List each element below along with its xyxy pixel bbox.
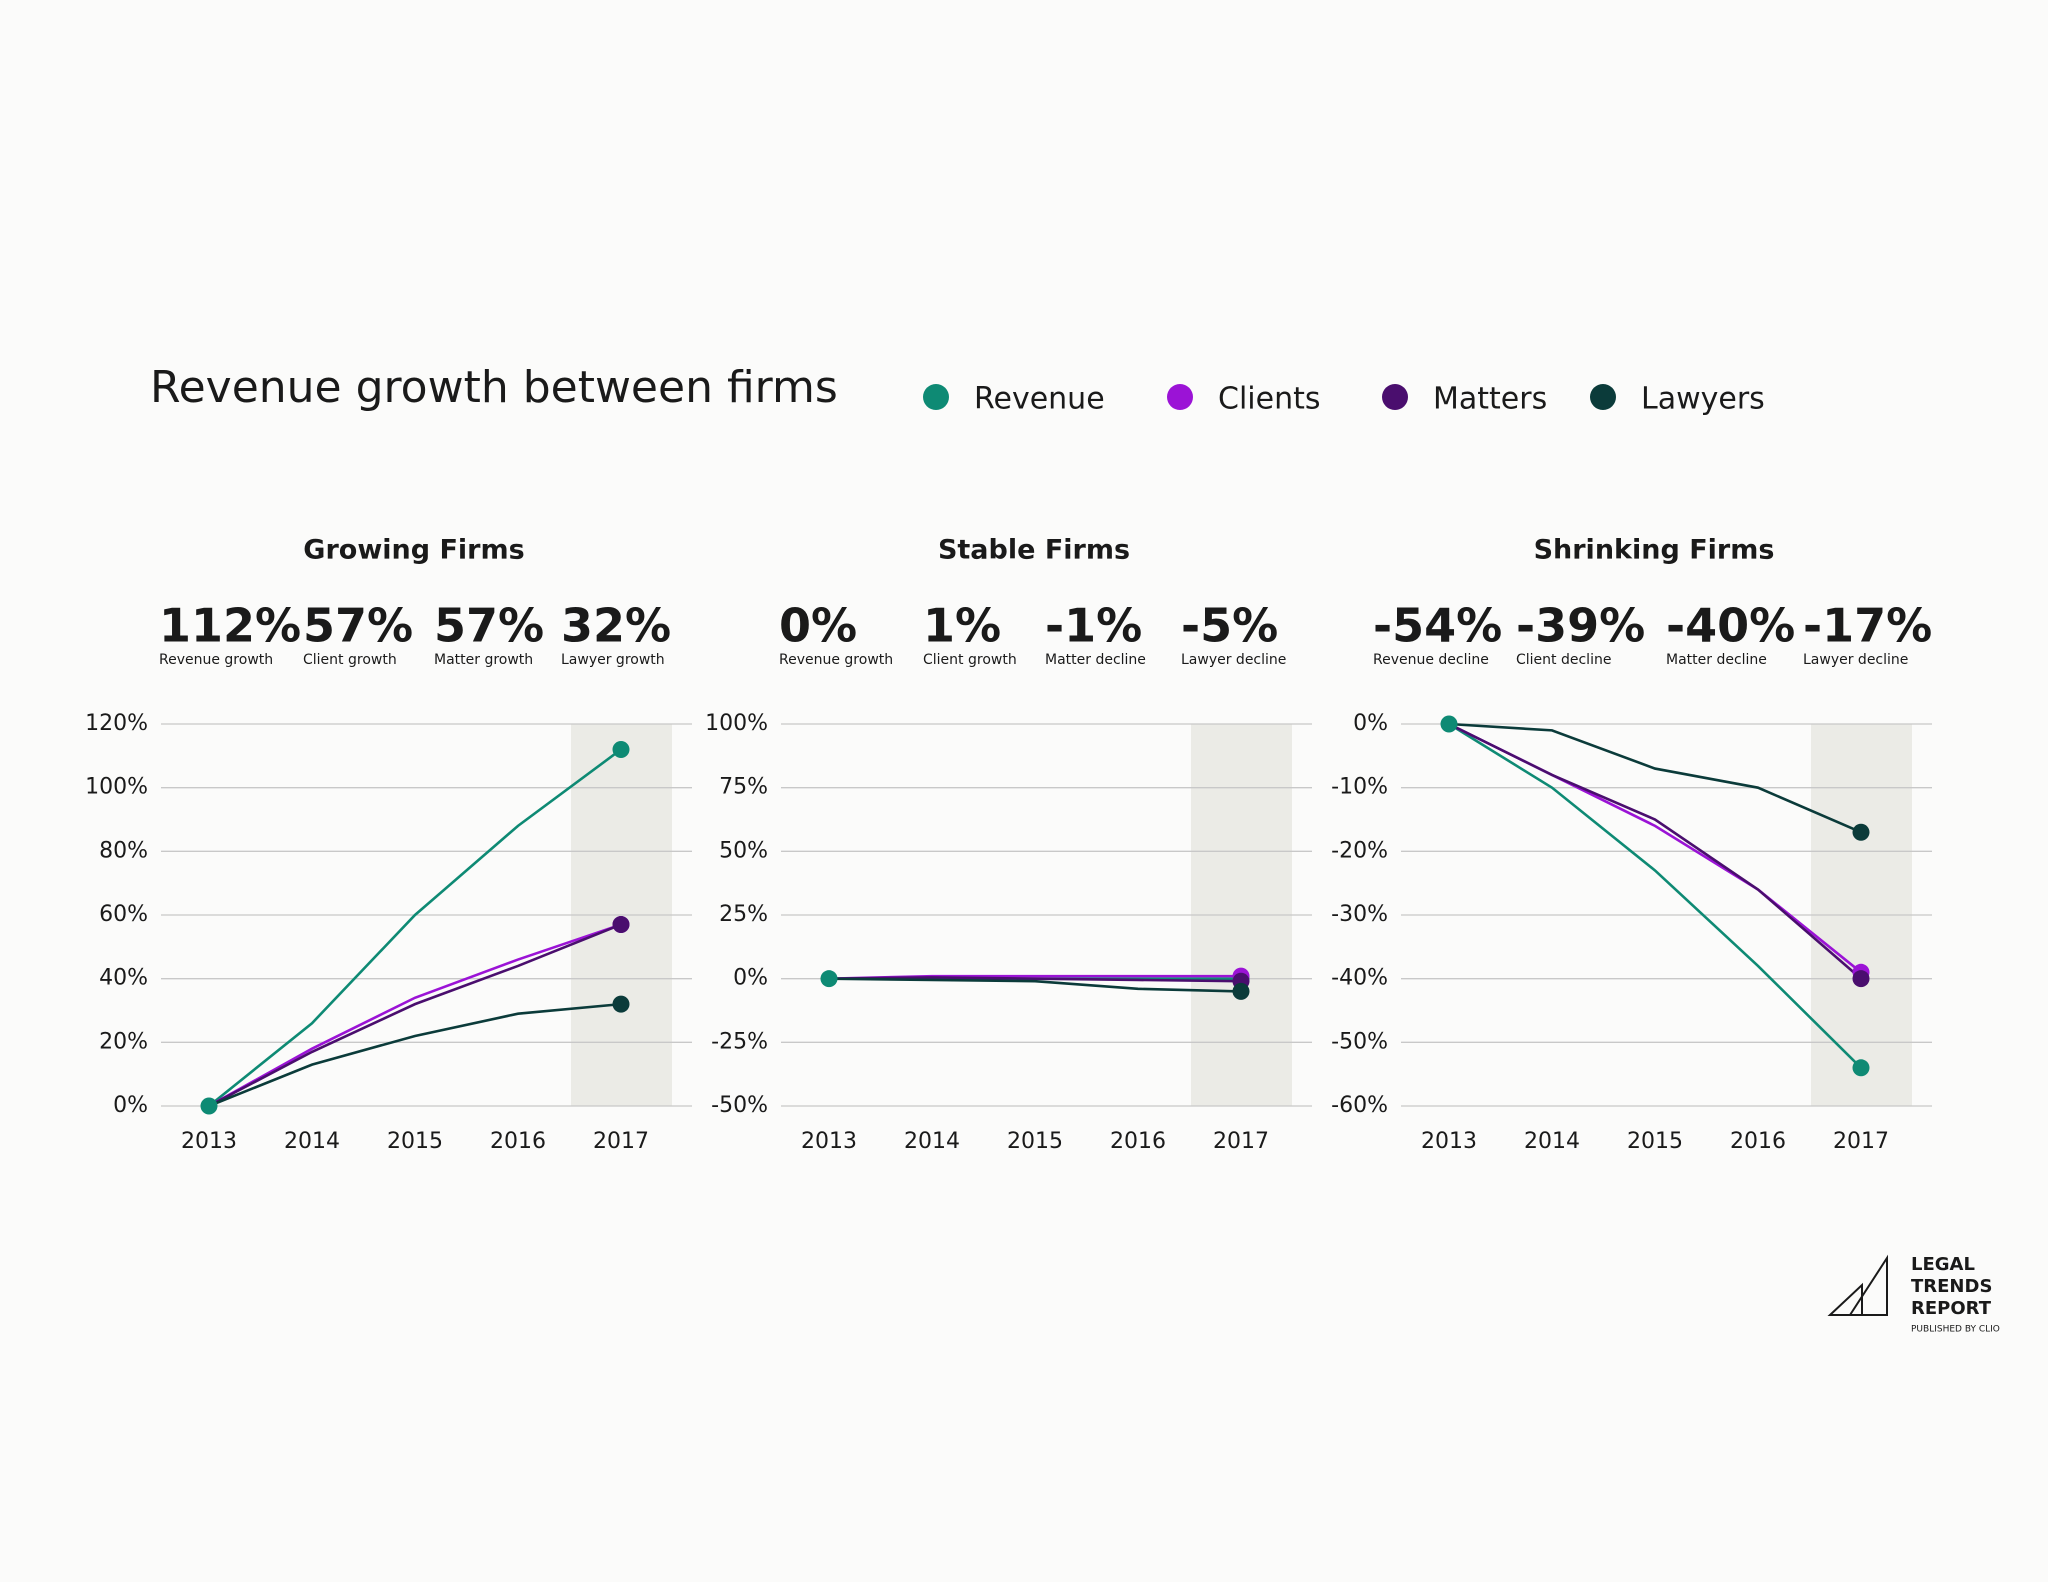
y-tick-label: -40% bbox=[1331, 966, 1388, 991]
y-tick-label: 80% bbox=[99, 838, 148, 863]
end-dot bbox=[1852, 970, 1870, 988]
y-tick-label: -20% bbox=[1331, 838, 1388, 863]
series-line bbox=[828, 977, 1242, 993]
logo-line: LEGAL bbox=[1911, 1254, 1975, 1275]
stat-value: 57% bbox=[434, 599, 544, 653]
stat-caption: Client decline bbox=[1516, 652, 1611, 668]
x-tick-label: 2015 bbox=[1007, 1129, 1063, 1154]
series-line bbox=[208, 923, 622, 1108]
start-dot bbox=[200, 1097, 218, 1115]
legend-dot bbox=[1382, 384, 1408, 410]
stat-caption: Revenue growth bbox=[779, 652, 893, 668]
logo-line: TRENDS bbox=[1911, 1276, 1992, 1297]
x-tick-label: 2017 bbox=[1213, 1129, 1269, 1154]
panel-title: Stable Firms bbox=[938, 535, 1130, 566]
y-tick-label: 100% bbox=[705, 711, 768, 736]
y-tick-label: -50% bbox=[711, 1093, 768, 1118]
y-tick-label: 20% bbox=[99, 1029, 148, 1054]
stat-value: 57% bbox=[303, 599, 413, 653]
end-dot bbox=[1852, 1059, 1870, 1077]
stat-value: -17% bbox=[1803, 599, 1932, 653]
x-tick-label: 2013 bbox=[181, 1129, 237, 1154]
stat-caption: Revenue decline bbox=[1373, 652, 1489, 668]
y-tick-label: 60% bbox=[99, 902, 148, 927]
y-tick-label: -30% bbox=[1331, 902, 1388, 927]
logo: LEGAL TRENDS REPORT PUBLISHED BY CLIO bbox=[1827, 1254, 2000, 1335]
series-line bbox=[208, 1002, 622, 1108]
x-tick-label: 2013 bbox=[1421, 1129, 1477, 1154]
stat-value: -39% bbox=[1516, 599, 1645, 653]
stat-caption: Client growth bbox=[923, 652, 1017, 668]
legend-label: Lawyers bbox=[1641, 382, 1765, 417]
y-tick-label: 75% bbox=[719, 775, 768, 800]
y-tick-label: -50% bbox=[1331, 1029, 1388, 1054]
series-line bbox=[1448, 722, 1862, 980]
y-tick-label: 120% bbox=[85, 711, 148, 736]
stat-value: -40% bbox=[1666, 599, 1795, 653]
stat-caption: Matter growth bbox=[434, 652, 533, 668]
stat-caption: Matter decline bbox=[1045, 652, 1146, 668]
x-tick-label: 2014 bbox=[904, 1129, 960, 1154]
stat-caption: Lawyer growth bbox=[561, 652, 665, 668]
stat-value: -1% bbox=[1045, 599, 1142, 653]
x-tick-label: 2014 bbox=[284, 1129, 340, 1154]
x-tick-label: 2016 bbox=[490, 1129, 546, 1154]
stat-caption: Revenue growth bbox=[159, 652, 273, 668]
stat-value: 1% bbox=[923, 599, 1001, 653]
logo-line: REPORT bbox=[1911, 1298, 1992, 1319]
x-tick-label: 2014 bbox=[1524, 1129, 1580, 1154]
y-tick-label: 40% bbox=[99, 966, 148, 991]
stat-caption: Lawyer decline bbox=[1181, 652, 1286, 668]
y-tick-label: 0% bbox=[733, 966, 768, 991]
y-tick-label: 0% bbox=[113, 1093, 148, 1118]
stat-value: 32% bbox=[561, 599, 671, 653]
series-line bbox=[1448, 722, 1862, 834]
stat-value: 0% bbox=[779, 599, 857, 653]
y-tick-label: -25% bbox=[711, 1029, 768, 1054]
x-tick-label: 2013 bbox=[801, 1129, 857, 1154]
y-tick-label: -10% bbox=[1331, 775, 1388, 800]
series-line bbox=[1448, 722, 1862, 1069]
stat-value: -54% bbox=[1373, 599, 1502, 653]
x-tick-label: 2016 bbox=[1730, 1129, 1786, 1154]
panel-title: Shrinking Firms bbox=[1534, 535, 1775, 566]
end-dot bbox=[612, 740, 630, 758]
x-tick-label: 2017 bbox=[1833, 1129, 1889, 1154]
legend-label: Revenue bbox=[974, 382, 1105, 417]
start-dot bbox=[820, 970, 838, 988]
stat-caption: Client growth bbox=[303, 652, 397, 668]
series-line bbox=[828, 976, 1242, 983]
x-tick-label: 2016 bbox=[1110, 1129, 1166, 1154]
x-tick-label: 2015 bbox=[1627, 1129, 1683, 1154]
start-dot bbox=[1440, 715, 1458, 733]
stat-value: 112% bbox=[159, 599, 301, 653]
series-line bbox=[208, 748, 622, 1108]
y-tick-label: 0% bbox=[1353, 711, 1388, 736]
stat-caption: Lawyer decline bbox=[1803, 652, 1908, 668]
y-tick-label: -60% bbox=[1331, 1093, 1388, 1118]
x-tick-label: 2015 bbox=[387, 1129, 443, 1154]
end-dot bbox=[612, 916, 630, 934]
page-title: Revenue growth between firms bbox=[150, 362, 838, 413]
legend-dot bbox=[1590, 384, 1616, 410]
logo-tagline: PUBLISHED BY CLIO bbox=[1911, 1325, 2000, 1335]
stat-value: -5% bbox=[1181, 599, 1278, 653]
end-dot bbox=[1232, 982, 1250, 1000]
legend-dot bbox=[1167, 384, 1193, 410]
y-tick-label: 100% bbox=[85, 775, 148, 800]
y-tick-label: 50% bbox=[719, 838, 768, 863]
end-dot bbox=[1852, 823, 1870, 841]
stat-caption: Matter decline bbox=[1666, 652, 1767, 668]
legend-label: Matters bbox=[1433, 382, 1547, 417]
logo-icon bbox=[1827, 1254, 1888, 1316]
y-tick-label: 25% bbox=[719, 902, 768, 927]
legend-label: Clients bbox=[1218, 382, 1320, 417]
legend-dot bbox=[923, 384, 949, 410]
end-dot bbox=[612, 995, 630, 1013]
series-line bbox=[208, 923, 622, 1108]
x-tick-label: 2017 bbox=[593, 1129, 649, 1154]
panel-title: Growing Firms bbox=[303, 535, 524, 566]
